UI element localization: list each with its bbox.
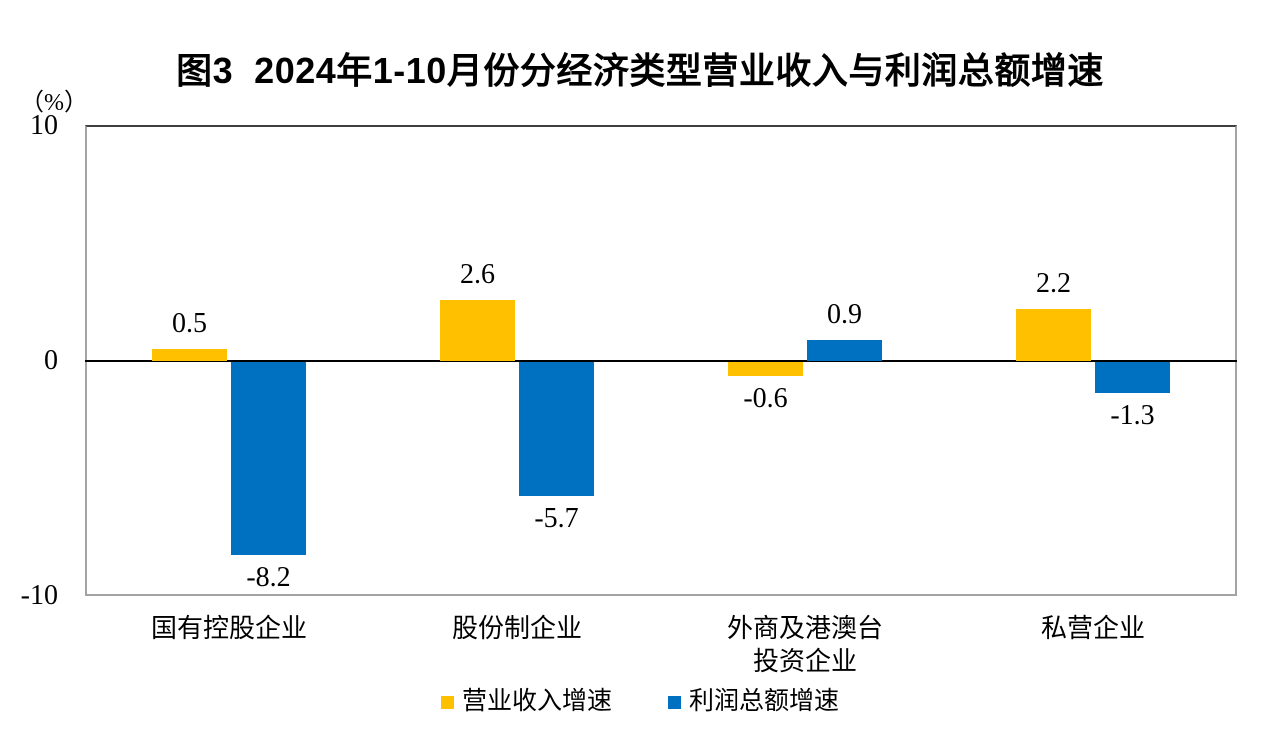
legend-swatch-icon (668, 695, 681, 709)
category-label: 国有控股企业 (150, 614, 308, 643)
bar (807, 339, 882, 361)
legend-label: 营业收入增速 (461, 688, 612, 715)
value-label: 2.2 (1036, 268, 1071, 300)
chart-legend: 营业收入增速 利润总额增速 (0, 687, 1280, 717)
bar (231, 362, 306, 555)
legend-item: 营业收入增速 (440, 687, 612, 717)
y-tick-label: 0 (44, 345, 58, 376)
value-label: 0.9 (827, 298, 862, 330)
bar (440, 299, 515, 361)
category-label: 股份制企业 (451, 614, 583, 643)
y-axis-unit-label: （%） (20, 90, 88, 116)
bar (519, 362, 594, 496)
chart-title: 图3 2024年1-10月份分经济类型营业收入与利润总额增速 (176, 50, 1104, 91)
value-label: -8.2 (246, 561, 291, 593)
value-label: -0.6 (743, 383, 788, 415)
y-tick-label: -10 (20, 580, 58, 611)
legend-swatch-icon (440, 695, 454, 709)
value-label: -1.3 (1110, 399, 1155, 431)
category-label: 外商及港澳台 投资企业 (726, 614, 884, 676)
y-tick-label: 10 (30, 110, 58, 141)
value-label: 0.5 (172, 308, 207, 340)
category-label: 私营企业 (1040, 614, 1146, 643)
zero-axis-line (85, 360, 1237, 362)
bar (1016, 309, 1091, 361)
bar (728, 362, 803, 377)
legend-label: 利润总额增速 (689, 688, 840, 715)
bar (1095, 362, 1170, 393)
value-label: -5.7 (534, 502, 579, 534)
legend-item: 利润总额增速 (668, 687, 839, 717)
bar (152, 349, 227, 361)
value-label: 2.6 (460, 258, 495, 290)
